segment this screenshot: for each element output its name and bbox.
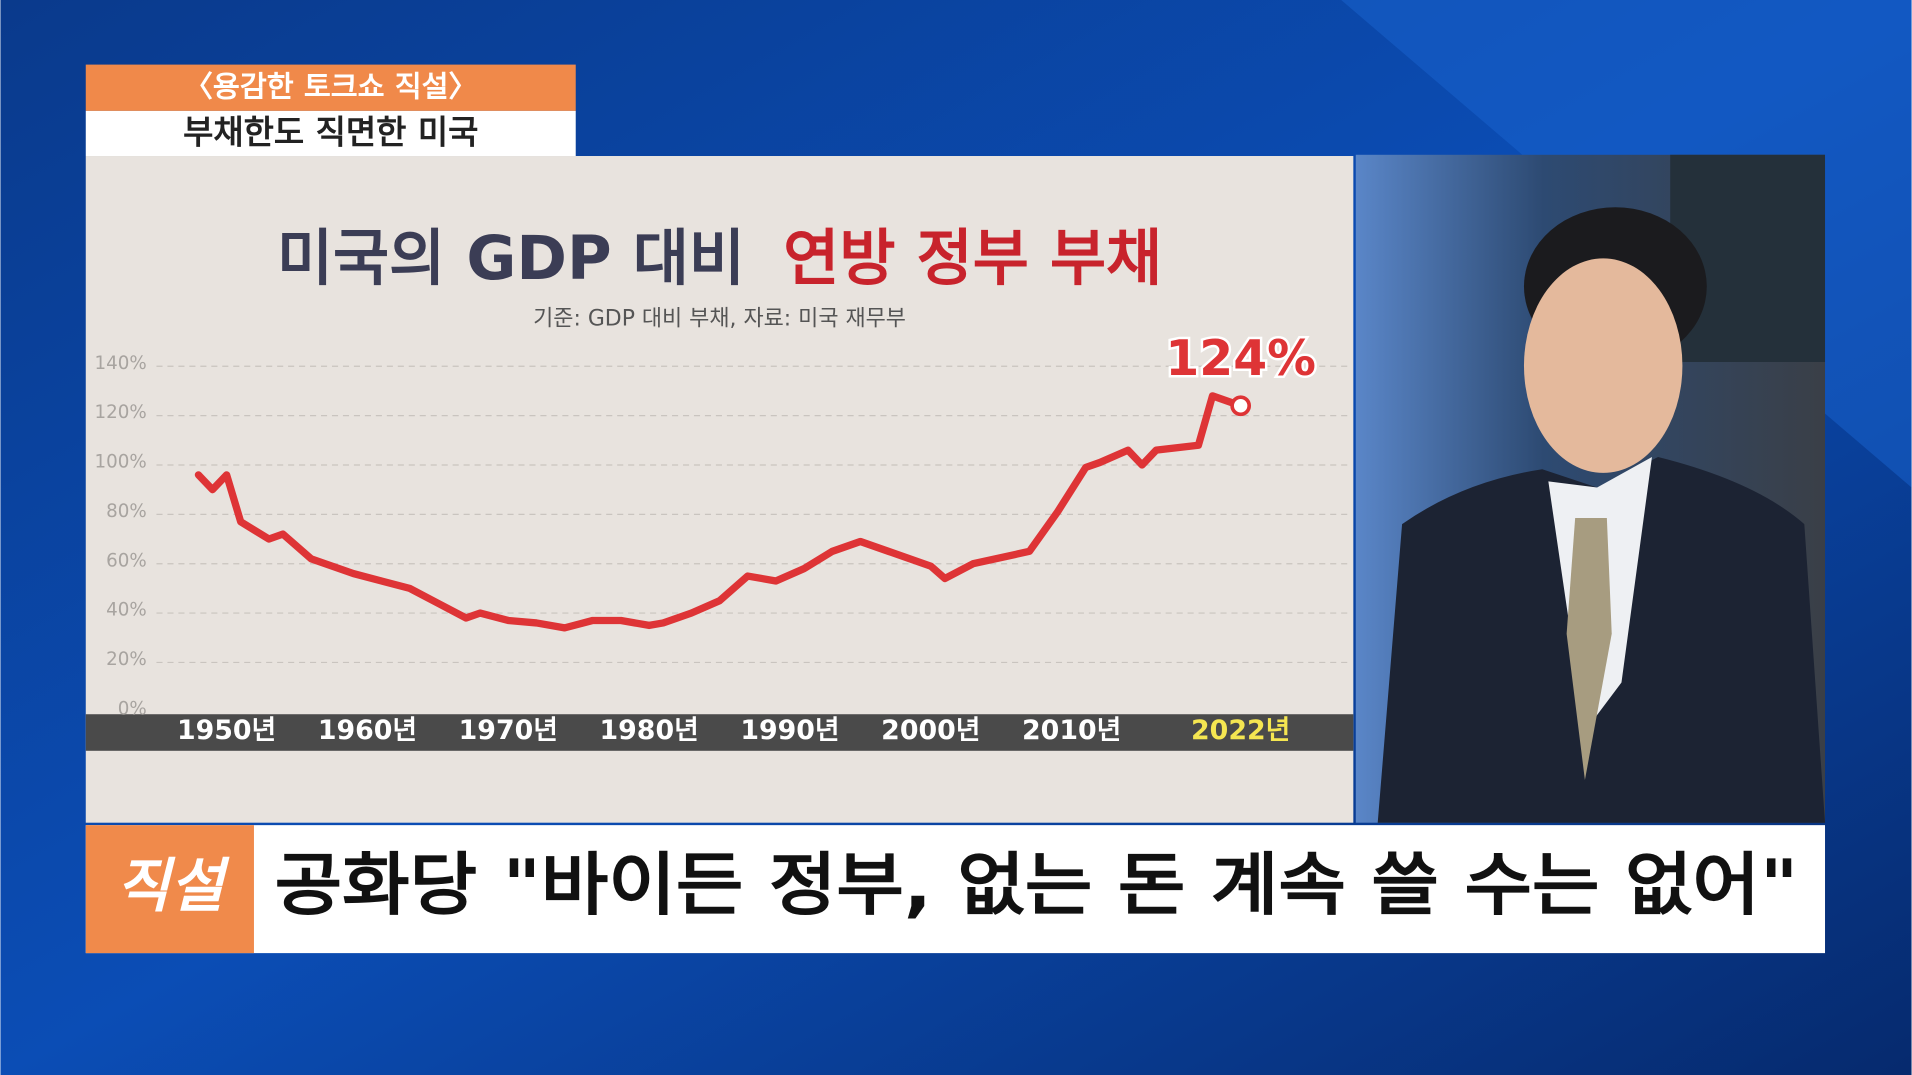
plot: 0% 20% 40% 60% 80% 100% 120% 140% 1950년 1960년 1970… [94, 328, 1348, 746]
x-axis-band [85, 714, 1354, 751]
caption-bar [85, 825, 1826, 954]
y-tick-label: 120% [94, 402, 146, 423]
x-tick-label: 2022년 [1191, 715, 1290, 746]
y-tick-label: 140% [94, 353, 146, 374]
data-label: 124% [1165, 331, 1316, 387]
x-tick-label: 2010년 [1022, 715, 1121, 746]
x-tick-label: 2000년 [881, 715, 980, 746]
x-tick-label: 1970년 [459, 715, 558, 746]
presenter-tie [1566, 517, 1612, 781]
y-tick-label: 60% [106, 550, 147, 571]
y-tick-label: 0% [118, 698, 147, 719]
x-tick-label: 1980년 [600, 715, 699, 746]
data-line [194, 392, 1245, 632]
chart-subtitle: 기준: GDP 대비 부채, 자료: 미국 재무부 [533, 306, 906, 331]
chart-panel [85, 156, 1354, 823]
topic-bar [85, 110, 576, 157]
x-tick-label: 1990년 [740, 715, 839, 746]
y-tick-label: 40% [106, 600, 147, 621]
y-tick-label: 80% [106, 501, 147, 522]
x-tick-label: 1960년 [318, 715, 417, 746]
x-tick-label: 1950년 [177, 715, 276, 746]
program-tab [85, 64, 576, 111]
end-marker [1230, 395, 1252, 417]
program-topic: 부채한도 직면한 미국 [183, 113, 478, 152]
y-tick-label: 100% [94, 452, 146, 473]
chart-title-main: 미국의 GDP 대비 [277, 223, 745, 294]
chart-title-highlight: 연방 정부 부채 [783, 223, 1162, 294]
caption-badge-text: 직설 [116, 852, 230, 920]
program-label: 〈용감한 토크쇼 직설〉 [184, 69, 478, 103]
caption-headline: 공화당 "바이든 정부, 없는 돈 계속 쓸 수는 없어" [275, 846, 1799, 925]
caption-badge [85, 825, 254, 954]
chart-title: 미국의 GDP 대비 연방 정부 부채 [277, 223, 1162, 294]
y-tick-label: 20% [106, 649, 147, 670]
presenter-face [1523, 258, 1683, 473]
